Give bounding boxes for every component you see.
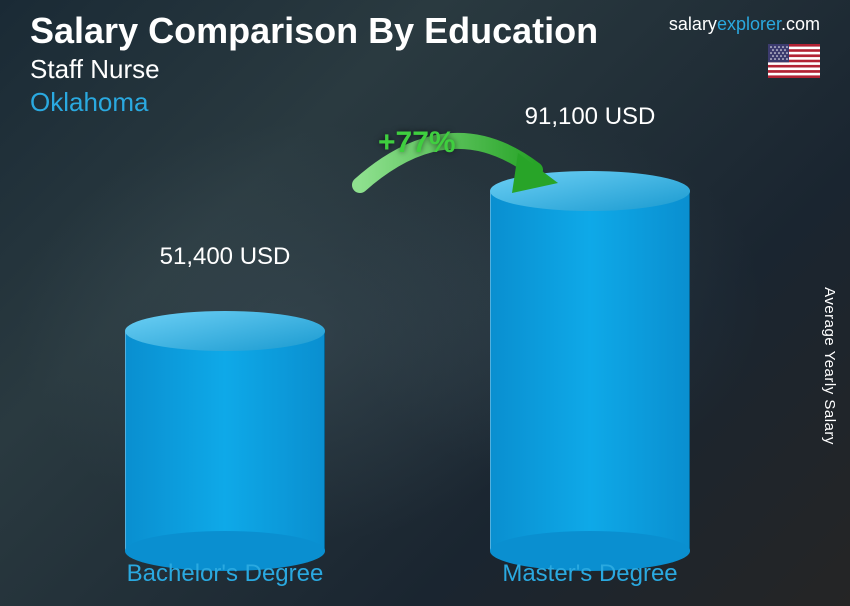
flag-icon bbox=[768, 44, 820, 78]
job-title: Staff Nurse bbox=[30, 54, 820, 85]
location: Oklahoma bbox=[30, 87, 820, 118]
brand-part1: salary bbox=[669, 14, 717, 34]
brand-logo: salaryexplorer.com bbox=[669, 14, 820, 35]
brand-part2: explorer bbox=[717, 14, 781, 34]
category-label-bachelors: Bachelor's Degree bbox=[90, 560, 360, 588]
growth-arrow bbox=[340, 115, 580, 215]
bar-masters: 91,100 USD bbox=[490, 191, 690, 551]
bar-bachelors: 51,400 USD bbox=[125, 331, 325, 551]
bar-value-label: 51,400 USD bbox=[125, 243, 325, 271]
percent-change-label: +77% bbox=[378, 126, 456, 160]
bar-front-face bbox=[490, 191, 690, 551]
bar-top-face bbox=[125, 311, 325, 351]
brand-tld: .com bbox=[781, 14, 820, 34]
category-label-masters: Master's Degree bbox=[455, 560, 725, 588]
y-axis-label: Average Yearly Salary bbox=[821, 287, 838, 445]
bar-front-face bbox=[125, 331, 325, 551]
